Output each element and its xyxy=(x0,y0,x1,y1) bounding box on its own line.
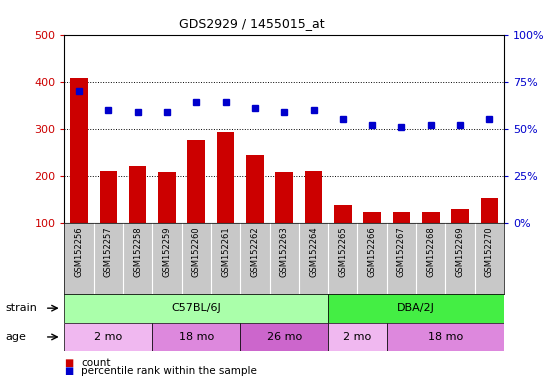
Text: 18 mo: 18 mo xyxy=(179,332,214,342)
Bar xyxy=(158,172,176,270)
Bar xyxy=(152,323,240,351)
Text: age: age xyxy=(6,332,26,342)
Bar xyxy=(328,323,387,351)
Text: GSM152256: GSM152256 xyxy=(74,226,83,277)
Text: 2 mo: 2 mo xyxy=(94,332,123,342)
Text: count: count xyxy=(81,358,111,368)
Text: GSM152266: GSM152266 xyxy=(367,226,377,277)
Bar xyxy=(100,170,117,270)
Text: GSM152270: GSM152270 xyxy=(485,226,494,277)
Bar xyxy=(276,172,293,270)
Bar xyxy=(188,141,205,270)
Bar xyxy=(422,212,440,270)
Bar xyxy=(246,156,264,270)
Text: GSM152262: GSM152262 xyxy=(250,226,259,277)
Text: 2 mo: 2 mo xyxy=(343,332,372,342)
Bar xyxy=(217,132,235,270)
Text: GSM152257: GSM152257 xyxy=(104,226,113,277)
Text: GSM152260: GSM152260 xyxy=(192,226,201,277)
Text: ■: ■ xyxy=(64,366,74,376)
Text: strain: strain xyxy=(6,303,38,313)
Text: GSM152258: GSM152258 xyxy=(133,226,142,277)
Text: GSM152265: GSM152265 xyxy=(338,226,347,277)
Bar xyxy=(393,212,410,270)
Text: GDS2929 / 1455015_at: GDS2929 / 1455015_at xyxy=(179,17,325,30)
Text: DBA/2J: DBA/2J xyxy=(397,303,435,313)
Text: ■: ■ xyxy=(64,358,74,368)
Bar xyxy=(480,198,498,270)
Text: 18 mo: 18 mo xyxy=(428,332,463,342)
Bar xyxy=(64,294,328,323)
Bar xyxy=(70,78,88,270)
Bar xyxy=(240,323,328,351)
Bar xyxy=(64,323,152,351)
Text: GSM152263: GSM152263 xyxy=(279,226,289,277)
Bar xyxy=(305,171,323,270)
Text: GSM152261: GSM152261 xyxy=(221,226,230,277)
Text: C57BL/6J: C57BL/6J xyxy=(171,303,221,313)
Bar xyxy=(363,212,381,270)
Bar xyxy=(451,209,469,270)
Text: GSM152268: GSM152268 xyxy=(426,226,435,277)
Bar xyxy=(129,166,147,270)
Text: GSM152267: GSM152267 xyxy=(397,226,406,277)
Text: GSM152264: GSM152264 xyxy=(309,226,318,277)
Text: GSM152269: GSM152269 xyxy=(455,226,465,277)
Text: 26 mo: 26 mo xyxy=(267,332,302,342)
Bar xyxy=(328,294,504,323)
Bar xyxy=(334,205,352,270)
Text: GSM152259: GSM152259 xyxy=(162,226,171,277)
Text: percentile rank within the sample: percentile rank within the sample xyxy=(81,366,257,376)
Bar xyxy=(387,323,504,351)
